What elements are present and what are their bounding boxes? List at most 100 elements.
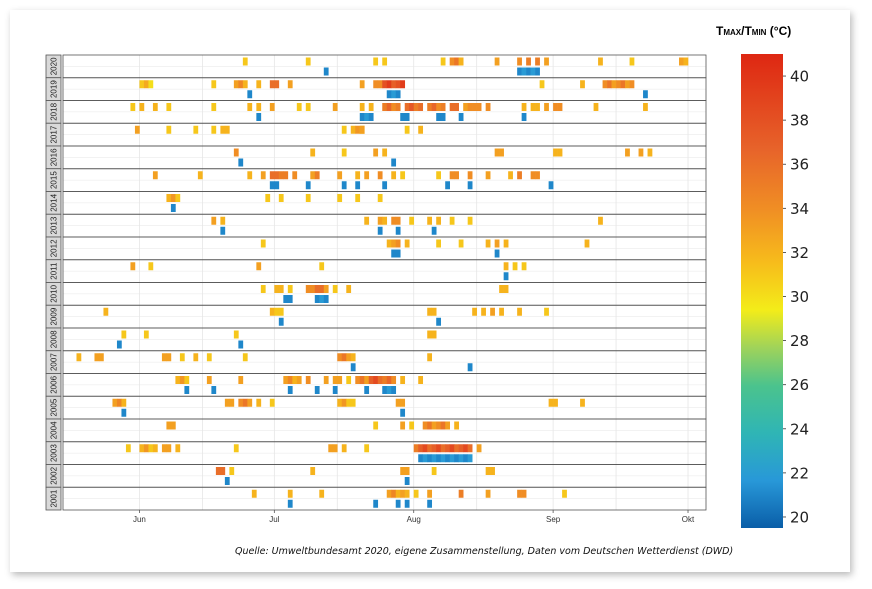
tmax-day (233, 330, 239, 339)
tmin-day (247, 90, 253, 99)
tmax-day (260, 239, 266, 248)
tmax-day (377, 171, 383, 180)
tmax-day (512, 262, 518, 271)
tmax-day (395, 239, 401, 248)
tmax-day (400, 421, 406, 430)
tmin-day (404, 477, 410, 485)
tmin-day (463, 454, 468, 463)
tmax-day (391, 171, 397, 180)
tmax-day (206, 376, 212, 384)
tmax-day (287, 285, 293, 293)
colorbar-tick-label: 22 (790, 464, 809, 482)
tmax-day (544, 103, 549, 111)
tmin-day (400, 113, 406, 121)
tmin-day (283, 295, 289, 303)
tmax-day (440, 57, 446, 66)
tmax-day (427, 353, 433, 362)
tmax-day (337, 376, 343, 384)
tmin-day (373, 499, 379, 508)
tmax-day (346, 376, 352, 384)
tmax-day (602, 80, 608, 89)
tmax-day (224, 398, 230, 407)
tmax-day (418, 444, 424, 453)
tmax-day (346, 285, 352, 293)
tmin-day (404, 113, 410, 121)
tmin-day (274, 181, 280, 190)
tmax-day (242, 80, 248, 89)
tmax-day (400, 489, 406, 498)
tmax-day (355, 125, 361, 134)
tmin-day (391, 249, 397, 258)
tmax-day (247, 171, 253, 180)
tmax-day (386, 103, 392, 111)
tmin-day (467, 363, 473, 372)
tmin-day (269, 181, 275, 190)
tmax-day (121, 330, 127, 339)
tmax-day (499, 285, 504, 293)
tmax-day (418, 103, 424, 111)
tmax-day (400, 376, 406, 384)
tmax-day (413, 444, 419, 453)
tmax-day (625, 148, 630, 157)
tmax-day (409, 103, 415, 111)
tmax-day (517, 57, 522, 66)
year-label: 2016 (50, 148, 59, 166)
tmax-day (278, 194, 284, 202)
tmax-day (359, 80, 365, 89)
tmax-day (454, 103, 459, 111)
tmax-day (368, 103, 374, 111)
tmax-day (535, 103, 540, 111)
tmax-day (584, 239, 590, 248)
tmin-day (238, 340, 244, 349)
tmin-day (422, 454, 428, 463)
tmax-day (598, 57, 603, 66)
tmax-day (238, 376, 244, 384)
tmax-day (364, 376, 370, 384)
tmax-day (278, 171, 284, 180)
tmax-day (256, 80, 262, 89)
tmax-day (440, 103, 446, 111)
year-label: 2004 (50, 421, 59, 439)
tmax-day (121, 398, 127, 407)
tmax-day (274, 307, 280, 316)
tmin-day (332, 386, 338, 394)
tmax-day (395, 103, 401, 111)
x-tick-label: Okt (682, 515, 695, 524)
tmax-day (256, 262, 262, 271)
tmin-day (494, 249, 500, 258)
year-label: 2006 (50, 375, 59, 393)
tmax-day (319, 285, 325, 293)
tmax-day (359, 103, 365, 111)
tmax-day (274, 80, 280, 89)
tmax-day (679, 57, 684, 66)
x-tick-label: Jul (269, 515, 279, 524)
tmax-day (233, 148, 239, 157)
tmin-day (395, 499, 401, 508)
tmax-day (409, 421, 415, 430)
tmax-day (94, 353, 100, 362)
year-label: 2017 (50, 125, 59, 143)
tmax-day (170, 194, 176, 202)
tmax-day (305, 57, 311, 66)
source-note: Quelle: Umweltbundesamt 2020, eigene Zus… (235, 546, 734, 557)
x-tick-label: Sep (546, 515, 561, 524)
tmin-day (530, 67, 536, 76)
tmax-day (593, 103, 599, 111)
tmax-day (328, 444, 334, 453)
year-label: 2020 (50, 57, 59, 75)
tmax-day (242, 398, 248, 407)
tmax-day (643, 103, 648, 111)
tmax-day (386, 376, 392, 384)
tmax-day (395, 216, 401, 225)
tmax-day (238, 398, 244, 407)
tmax-day (242, 57, 248, 66)
tmax-day (130, 262, 136, 271)
tmax-day (422, 421, 428, 430)
colorbar-gradient (741, 54, 783, 528)
tmax-day (152, 444, 158, 453)
tmax-day (166, 194, 172, 202)
tmin-day (368, 113, 374, 121)
tmin-day (341, 181, 347, 190)
tmax-day (238, 80, 244, 89)
tmax-day (404, 489, 410, 498)
